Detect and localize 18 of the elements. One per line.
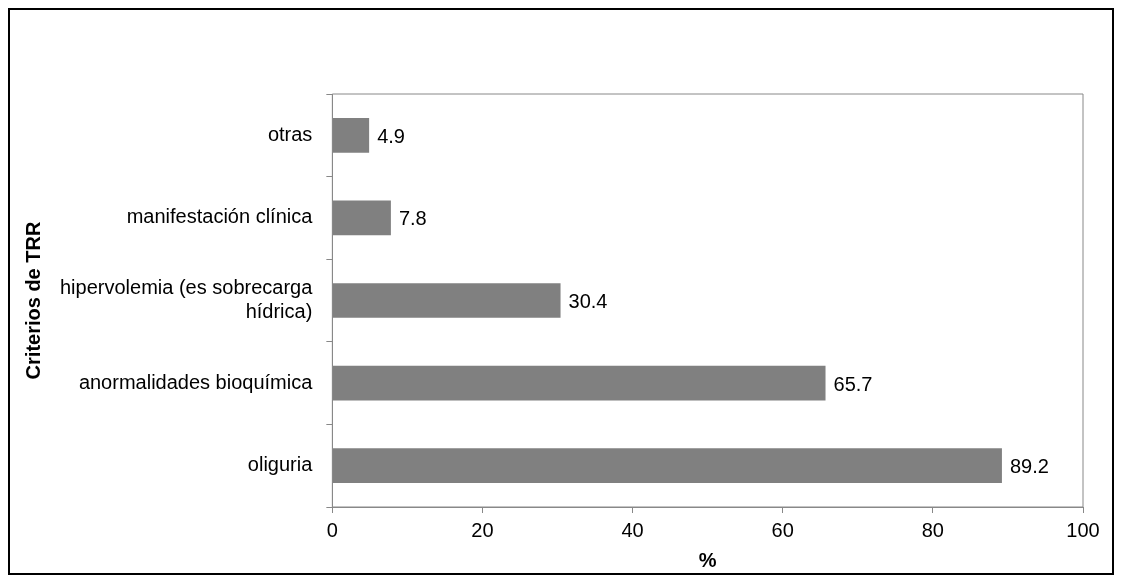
y-tick-label: manifestación clínica	[126, 205, 314, 228]
x-tick-label: 20	[471, 518, 494, 541]
data-label: 30.4	[568, 290, 608, 313]
data-label: 65.7	[833, 372, 873, 395]
y-tick-label: otras	[267, 122, 313, 145]
x-tick-label: 0	[326, 518, 338, 541]
y-tick-label: hipervolemia (es sobrecarga hídrica)	[60, 276, 314, 323]
y-axis-title: Criterios de TRR	[21, 221, 44, 380]
x-tick-label: 80	[921, 518, 944, 541]
x-tick-label: 100	[1066, 518, 1100, 541]
y-tick-label: anormalidades bioquímica	[78, 370, 314, 393]
x-tick-label: 60	[771, 518, 794, 541]
x-axis-title: %	[698, 548, 717, 571]
data-label: 4.9	[377, 124, 405, 147]
y-tick-label: oliguria	[247, 453, 314, 476]
data-label: 89.2	[1009, 455, 1049, 478]
data-label: 7.8	[398, 207, 427, 230]
x-tick-label: 40	[621, 518, 644, 541]
